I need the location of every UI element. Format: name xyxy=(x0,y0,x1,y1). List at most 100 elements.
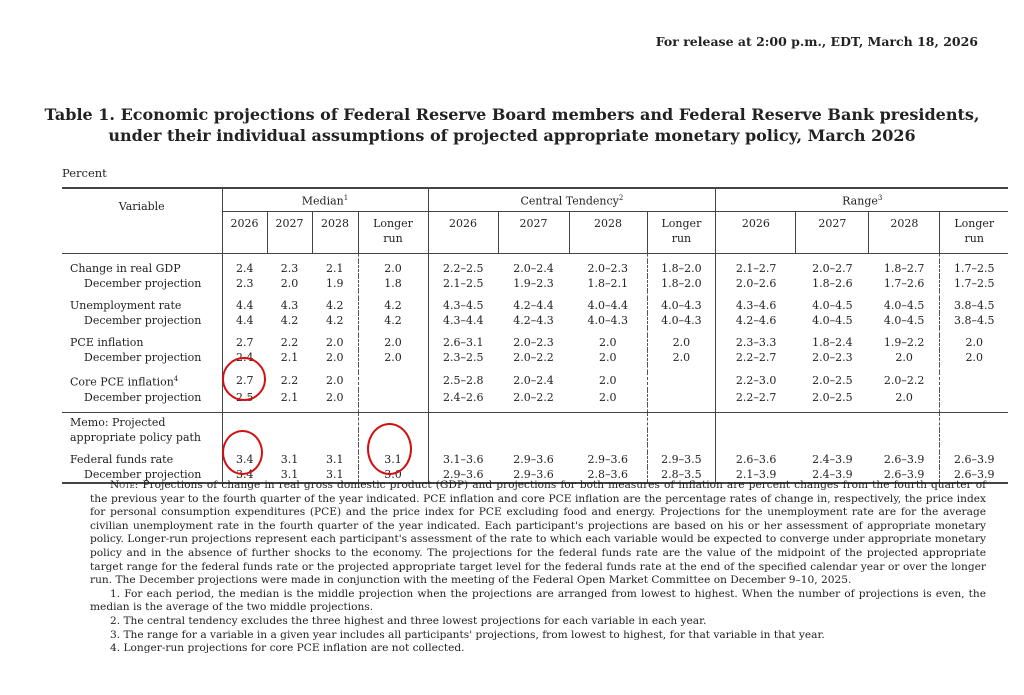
spacer xyxy=(796,328,869,335)
table-row: December projection 2.4 2.1 2.0 2.0 2.3–2.5 2.… xyxy=(62,350,1009,365)
ct-cell: 4.0–4.3 xyxy=(646,313,716,328)
spacer xyxy=(869,328,940,335)
median-cell: 4.2 xyxy=(326,314,344,327)
spacer xyxy=(312,291,358,298)
spacer xyxy=(646,253,716,261)
ct-cell: 2.9–3.6 xyxy=(587,452,629,466)
title-line-2: under their individual assumptions of pr… xyxy=(108,126,916,145)
ct-cell: 2.0 xyxy=(646,350,716,365)
row-label-text: Federal funds rate xyxy=(70,452,174,466)
spacer xyxy=(267,328,312,335)
range-cell: 3.8–4.5 xyxy=(939,298,1009,313)
range-cell: 2.0–2.6 xyxy=(715,276,796,291)
range-cell: 2.4–3.9 xyxy=(795,466,869,484)
median-cell: 1.9 xyxy=(326,277,344,290)
median-cell: 2.0 xyxy=(280,277,299,290)
median-cell: 2.0 xyxy=(326,374,344,388)
spacer-row xyxy=(62,365,1009,372)
median-cell: 2.4 xyxy=(221,261,267,276)
empty-cell xyxy=(312,411,358,430)
spacer xyxy=(221,291,267,298)
empty-cell xyxy=(312,430,358,445)
ct-cell: 1.8–2.1 xyxy=(587,277,629,290)
spacer xyxy=(569,405,647,413)
title-line-1: Table 1. Economic projections of Federal… xyxy=(44,105,980,124)
row-label-text: December projection xyxy=(84,314,202,327)
spacer xyxy=(62,328,222,335)
spacer xyxy=(267,291,312,298)
ct-cell: 4.2–4.3 xyxy=(513,314,554,327)
median-cell: 2.0 xyxy=(326,351,344,364)
spacer xyxy=(357,404,428,413)
range-cell: 2.0 xyxy=(895,351,913,364)
median-cell: 2.1 xyxy=(326,262,344,275)
empty-cell xyxy=(569,411,647,430)
empty-cell xyxy=(267,430,312,445)
median-cell: 3.1 xyxy=(326,452,344,466)
empty-cell xyxy=(646,429,716,445)
memo-label: Memo: Projected xyxy=(62,411,222,430)
ct-cell: 2.9–3.6 xyxy=(427,466,498,484)
table-row: Federal funds rate 3.4 3.1 3.1 3.1 3.1–3.6 2.9… xyxy=(62,451,1009,467)
range-cell xyxy=(939,372,1009,390)
row-label-text: Change in real GDP xyxy=(70,262,181,275)
median-cell: 4.4 xyxy=(221,298,267,313)
range-cell: 2.6–3.9 xyxy=(883,452,925,466)
empty-cell xyxy=(869,430,940,445)
empty-cell xyxy=(427,411,498,430)
annotation-circle-ffr-2026 xyxy=(222,430,263,475)
row-label: December projection xyxy=(62,313,222,328)
median-cell: 4.2 xyxy=(357,313,428,328)
year-header: 2026 xyxy=(221,211,267,254)
spacer xyxy=(267,445,312,452)
ct-cell: 4.0–4.4 xyxy=(587,299,629,312)
median-cell: 2.3 xyxy=(221,276,267,291)
group-label: Range xyxy=(842,194,878,208)
spacer xyxy=(715,365,796,372)
spacer xyxy=(62,291,222,298)
range-cell: 2.3–3.3 xyxy=(715,335,796,350)
spacer-row xyxy=(62,253,1009,262)
ct-cell: 2.0–2.4 xyxy=(513,262,554,275)
spacer-row xyxy=(62,291,1009,298)
empty-cell xyxy=(795,411,869,430)
group-header-0: Median1 xyxy=(221,187,428,212)
spacer xyxy=(498,254,569,262)
spacer xyxy=(498,365,569,372)
ct-cell: 2.8–3.6 xyxy=(569,466,647,484)
range-cell: 2.0–2.2 xyxy=(883,374,925,388)
empty-cell xyxy=(498,430,569,445)
median-cell: 2.2 xyxy=(280,374,299,388)
spacer xyxy=(221,328,267,335)
ct-cell xyxy=(646,389,716,405)
spacer xyxy=(939,253,1009,261)
median-cell: 2.0 xyxy=(357,335,428,350)
row-label-text: December projection xyxy=(84,390,202,404)
memo-row: appropriate policy path xyxy=(62,429,1009,445)
range-cell: 2.1–3.9 xyxy=(715,466,796,484)
ct-cell: 4.0–4.3 xyxy=(587,314,629,327)
ct-cell: 2.0 xyxy=(599,351,617,364)
ct-cell: 2.0–2.4 xyxy=(513,374,554,388)
spacer xyxy=(715,291,796,298)
range-cell: 1.9–2.2 xyxy=(883,336,925,349)
spacer xyxy=(498,445,569,452)
median-cell: 2.1 xyxy=(280,390,299,404)
ct-cell: 2.8–3.5 xyxy=(646,466,716,484)
range-cell: 2.2–3.0 xyxy=(715,372,796,390)
spacer xyxy=(939,328,1009,335)
spacer xyxy=(267,405,312,413)
annotation-circle-core-pce-2026 xyxy=(222,357,266,401)
row-label-text: Unemployment rate xyxy=(70,299,182,312)
range-cell: 1.7–2.5 xyxy=(939,276,1009,291)
median-cell xyxy=(357,389,428,405)
spacer xyxy=(312,445,358,452)
table-row: Unemployment rate 4.4 4.3 4.2 4.2 4.3–4.5 4.2–… xyxy=(62,298,1009,313)
ct-cell: 4.2–4.4 xyxy=(513,299,554,312)
range-cell: 2.2–2.7 xyxy=(715,350,796,365)
range-cell: 1.8–2.4 xyxy=(812,336,853,349)
note-text: : Projections of change in real gross do… xyxy=(90,479,986,587)
median-cell: 4.2 xyxy=(280,314,299,327)
spacer xyxy=(498,328,569,335)
spacer xyxy=(62,365,222,372)
